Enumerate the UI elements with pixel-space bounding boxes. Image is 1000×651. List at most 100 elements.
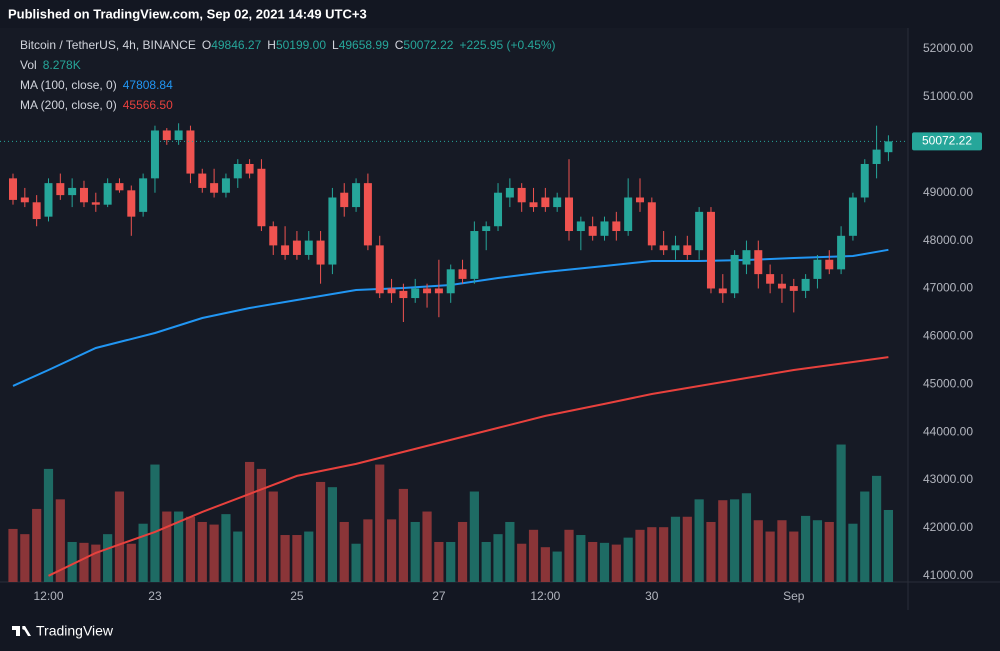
- candle-body: [837, 235, 846, 270]
- volume-bar: [836, 444, 846, 582]
- candle-body: [269, 226, 278, 246]
- volume-bar: [564, 529, 574, 582]
- volume-bar: [103, 534, 113, 582]
- candle-body: [470, 231, 479, 279]
- candle-body: [494, 192, 503, 227]
- volume-bar: [812, 520, 823, 582]
- candle-body: [150, 130, 159, 179]
- volume-bar: [304, 531, 314, 582]
- volume-bar: [8, 528, 18, 582]
- candle-body: [742, 250, 751, 265]
- candle-body: [399, 290, 408, 299]
- candle-body: [730, 254, 739, 294]
- volume-bar: [860, 491, 870, 582]
- candle-body: [801, 278, 810, 291]
- volume-bar: [670, 516, 681, 582]
- candle-body: [387, 288, 396, 294]
- volume-bar: [588, 541, 598, 582]
- volume-bar: [398, 488, 408, 582]
- y-tick-label: 45000.00: [923, 376, 973, 390]
- ohlc-value: 49658.99: [339, 38, 389, 52]
- volume-bar: [185, 516, 196, 582]
- candle-body: [375, 245, 384, 294]
- y-tick-label: 52000.00: [923, 41, 973, 55]
- volume-bar: [386, 519, 397, 582]
- volume-bar: [647, 527, 657, 582]
- candle-body: [766, 274, 775, 284]
- volume-bar: [363, 519, 373, 582]
- volume-bar: [493, 534, 503, 582]
- candle-body: [139, 178, 148, 212]
- volume-bar: [162, 511, 172, 582]
- candle-body: [340, 192, 349, 208]
- candle-body: [20, 197, 29, 203]
- volume-bar: [315, 481, 326, 582]
- ohlc-value: 50199.00: [276, 38, 326, 52]
- volume-bar: [20, 534, 30, 582]
- volume-bar: [351, 543, 361, 582]
- volume-bar: [718, 500, 728, 582]
- volume-bar: [114, 491, 125, 582]
- candle-body: [363, 183, 372, 246]
- ohlc-value: 49846.27: [211, 38, 261, 52]
- candle-body: [292, 240, 301, 255]
- candle-body: [718, 288, 727, 294]
- logo-text: TradingView: [36, 623, 114, 639]
- candle-body: [541, 197, 550, 208]
- volume-bar: [457, 521, 468, 582]
- y-tick-label: 48000.00: [923, 233, 973, 247]
- candle-body: [233, 163, 242, 179]
- candle-body: [210, 183, 219, 193]
- logo: TradingView: [12, 623, 114, 639]
- volume-bar: [434, 541, 444, 582]
- candle-body: [754, 250, 763, 275]
- legend-row: MA (200, close, 0) 45566.50: [20, 98, 173, 112]
- legend-value: 45566.50: [123, 98, 173, 112]
- volume-bar: [446, 541, 456, 582]
- ohlc-key: H: [267, 38, 276, 52]
- candle-body: [221, 178, 230, 193]
- volume-bar: [765, 531, 775, 582]
- candle-body: [103, 183, 112, 205]
- x-tick-label: 12:00: [530, 589, 560, 603]
- legend-name: Vol: [20, 58, 37, 72]
- volume-bar: [883, 509, 894, 582]
- volume-bar: [623, 537, 633, 582]
- legend-value: 47808.84: [123, 78, 173, 92]
- volume-bar: [327, 487, 338, 582]
- last-price-box: [912, 132, 982, 151]
- last-price-label: 50072.22: [922, 134, 972, 148]
- candle-body: [884, 141, 893, 153]
- legend-name: MA (200, close, 0): [20, 98, 117, 112]
- candle-body: [872, 149, 881, 164]
- candle-body: [683, 245, 692, 255]
- candle-body: [529, 202, 538, 208]
- candle-body: [458, 269, 467, 279]
- candle-body: [825, 259, 834, 270]
- candle-body: [446, 269, 455, 294]
- volume-bar: [848, 523, 858, 582]
- y-tick-label: 41000.00: [923, 568, 973, 582]
- candle-body: [517, 187, 526, 203]
- x-tick-label: 25: [290, 589, 304, 603]
- y-tick-label: 51000.00: [923, 89, 973, 103]
- volume-bar: [79, 542, 89, 582]
- candle-body: [9, 178, 17, 200]
- x-tick-label: 27: [432, 589, 446, 603]
- candle-body: [352, 183, 361, 208]
- candle-body: [423, 288, 432, 294]
- candle-body: [56, 183, 65, 196]
- volume-bar: [741, 493, 752, 582]
- y-tick-label: 46000.00: [923, 329, 973, 343]
- candle-body: [434, 288, 443, 294]
- legend-value: 8.278K: [43, 58, 81, 72]
- volume-bar: [552, 551, 562, 582]
- candle-body: [624, 197, 633, 232]
- plot: [0, 123, 908, 582]
- volume-bar: [150, 464, 160, 582]
- candle-body: [91, 202, 100, 205]
- candle-body: [671, 245, 680, 251]
- ohlc-key: O: [202, 38, 211, 52]
- candle-body: [860, 163, 869, 198]
- ohlc-key: L: [332, 38, 339, 52]
